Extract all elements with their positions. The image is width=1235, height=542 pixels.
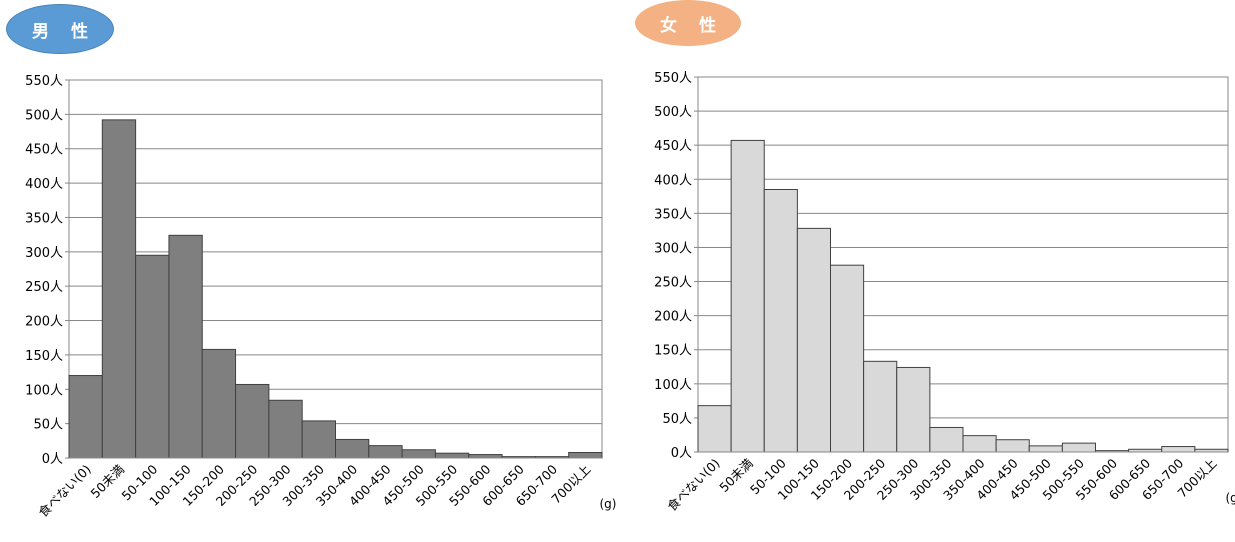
x-tick-label: 食べない(0) — [35, 462, 93, 520]
y-tick-label: 200人 — [654, 310, 692, 325]
y-tick-label: 450人 — [25, 143, 63, 158]
bar — [68, 375, 103, 459]
bar — [335, 438, 370, 459]
y-tick-label: 150人 — [25, 349, 63, 364]
male-chart-panel: 男 性 0人 50人 100人 150人 200人 250人 300人 350人 400人 450… — [0, 0, 617, 542]
bar — [301, 420, 336, 459]
bar — [268, 399, 303, 459]
female-chart-panel: 女 性 0人 50人 100人 150人 200人 250人 300人 350人 400人 450… — [617, 0, 1235, 542]
y-tick-label: 100人 — [25, 383, 63, 398]
y-tick-label: 500人 — [25, 108, 63, 123]
y-tick-label: 300人 — [25, 246, 63, 261]
y-tick-label: 250人 — [25, 280, 63, 295]
bar — [929, 426, 964, 453]
y-tick-label: 0人 — [42, 452, 63, 467]
bar — [135, 254, 170, 459]
y-tick-label: 450人 — [654, 139, 692, 154]
bar — [730, 139, 765, 453]
bar — [763, 189, 798, 453]
bar — [434, 452, 470, 459]
y-tick-label: 400人 — [25, 177, 63, 192]
bar — [368, 445, 403, 459]
y-tick-label: 550人 — [654, 71, 692, 86]
bar — [568, 452, 603, 459]
female-title-badge: 女 性 — [635, 0, 741, 46]
bar — [201, 348, 237, 459]
bar — [962, 435, 997, 453]
bar — [1028, 445, 1063, 453]
y-tick-label: 350人 — [654, 207, 692, 222]
bar — [468, 454, 503, 459]
bar — [101, 119, 137, 459]
x-unit-label: (g) — [600, 497, 617, 511]
y-tick-label: 0人 — [671, 446, 692, 461]
bar — [697, 405, 732, 453]
bar — [995, 439, 1030, 453]
y-tick-label: 200人 — [25, 315, 63, 330]
bar — [235, 383, 270, 459]
bar — [863, 360, 898, 453]
female-histogram: 0人 50人 100人 150人 200人 250人 300人 350人 400人 450人 500… — [654, 71, 1235, 514]
x-tick-label: 食べない(0) — [664, 456, 722, 514]
bar — [1161, 446, 1196, 453]
y-tick-label: 350人 — [25, 211, 63, 226]
y-tick-label: 150人 — [654, 344, 692, 359]
y-tick-label: 250人 — [654, 276, 692, 291]
bar — [168, 234, 203, 459]
y-tick-label: 300人 — [654, 241, 692, 256]
y-tick-label: 50人 — [662, 412, 692, 427]
y-tick-label: 50人 — [33, 418, 63, 433]
y-tick-label: 500人 — [654, 105, 692, 120]
bar — [796, 227, 831, 453]
y-tick-label: 100人 — [654, 378, 692, 393]
bar — [830, 264, 865, 453]
bar — [401, 449, 436, 459]
y-tick-label: 400人 — [654, 173, 692, 188]
bar — [896, 366, 931, 453]
bar — [1061, 442, 1096, 453]
male-title-badge: 男 性 — [6, 4, 114, 54]
x-unit-label: (g) — [1226, 491, 1235, 505]
y-tick-label: 550人 — [25, 74, 63, 89]
male-histogram: 0人 50人 100人 150人 200人 250人 300人 350人 400人 450人 500… — [25, 74, 617, 520]
